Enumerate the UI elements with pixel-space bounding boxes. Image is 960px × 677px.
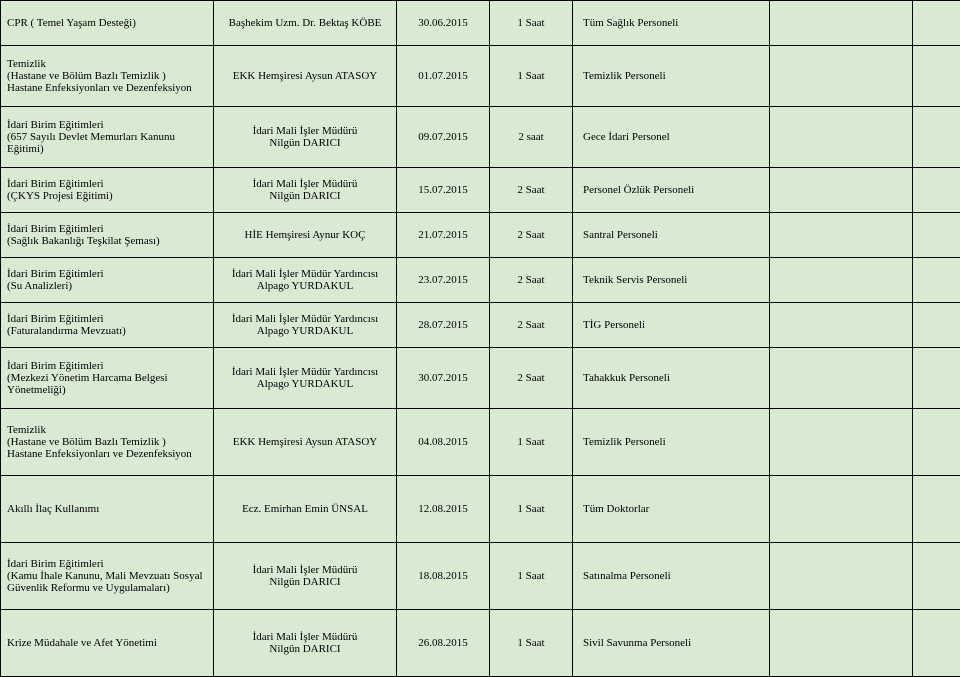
spare-cell bbox=[913, 107, 960, 168]
date-cell: 18.08.2015 bbox=[397, 543, 490, 610]
audience-cell: Teknik Servis Personeli bbox=[573, 258, 770, 303]
audience-cell: Satınalma Personeli bbox=[573, 543, 770, 610]
spare-cell bbox=[770, 46, 913, 107]
spare-cell bbox=[770, 476, 913, 543]
audience-cell: Gece İdari Personel bbox=[573, 107, 770, 168]
instructor-cell: Başhekim Uzm. Dr. Bektaş KÖBE bbox=[214, 1, 397, 46]
date-cell: 09.07.2015 bbox=[397, 107, 490, 168]
description-cell: CPR ( Temel Yaşam Desteği) bbox=[1, 1, 214, 46]
description-cell: İdari Birim Eğitimleri(657 Sayılı Devlet… bbox=[1, 107, 214, 168]
instructor-cell: Ecz. Emirhan Emin ÜNSAL bbox=[214, 476, 397, 543]
description-cell: Temizlik(Hastane ve Bölüm Bazlı Temizlik… bbox=[1, 46, 214, 107]
table-row: İdari Birim Eğitimleri(Faturalandırma Me… bbox=[1, 303, 960, 348]
description-cell: İdari Birim Eğitimleri(ÇKYS Projesi Eğit… bbox=[1, 168, 214, 213]
audience-cell: Tüm Doktorlar bbox=[573, 476, 770, 543]
audience-cell: Temizlik Personeli bbox=[573, 409, 770, 476]
audience-cell: Tüm Sağlık Personeli bbox=[573, 1, 770, 46]
duration-cell: 1 Saat bbox=[490, 1, 573, 46]
spare-cell bbox=[913, 476, 960, 543]
date-cell: 15.07.2015 bbox=[397, 168, 490, 213]
audience-cell: TİG Personeli bbox=[573, 303, 770, 348]
audience-cell: Tahakkuk Personeli bbox=[573, 348, 770, 409]
spare-cell bbox=[770, 107, 913, 168]
instructor-cell: İdari Mali İşler MüdürüNilgün DARICI bbox=[214, 107, 397, 168]
spare-cell bbox=[913, 409, 960, 476]
duration-cell: 1 Saat bbox=[490, 543, 573, 610]
instructor-cell: İdari Mali İşler MüdürüNilgün DARICI bbox=[214, 168, 397, 213]
instructor-cell: EKK Hemşiresi Aysun ATASOY bbox=[214, 46, 397, 107]
spare-cell bbox=[770, 303, 913, 348]
table-row: CPR ( Temel Yaşam Desteği)Başhekim Uzm. … bbox=[1, 1, 960, 46]
description-cell: Temizlik(Hastane ve Bölüm Bazlı Temizlik… bbox=[1, 409, 214, 476]
duration-cell: 2 Saat bbox=[490, 168, 573, 213]
spare-cell bbox=[770, 213, 913, 258]
table-row: Temizlik(Hastane ve Bölüm Bazlı Temizlik… bbox=[1, 46, 960, 107]
table-row: İdari Birim Eğitimleri(Sağlık Bakanlığı … bbox=[1, 213, 960, 258]
instructor-cell: İdari Mali İşler MüdürüNilgün DARICI bbox=[214, 610, 397, 677]
date-cell: 01.07.2015 bbox=[397, 46, 490, 107]
instructor-cell: HİE Hemşiresi Aynur KOÇ bbox=[214, 213, 397, 258]
description-cell: Krize Müdahale ve Afet Yönetimi bbox=[1, 610, 214, 677]
date-cell: 23.07.2015 bbox=[397, 258, 490, 303]
duration-cell: 1 Saat bbox=[490, 409, 573, 476]
date-cell: 28.07.2015 bbox=[397, 303, 490, 348]
duration-cell: 2 Saat bbox=[490, 303, 573, 348]
spare-cell bbox=[913, 168, 960, 213]
duration-cell: 1 Saat bbox=[490, 476, 573, 543]
duration-cell: 1 Saat bbox=[490, 610, 573, 677]
spare-cell bbox=[913, 348, 960, 409]
description-cell: İdari Birim Eğitimleri(Kamu İhale Kanunu… bbox=[1, 543, 214, 610]
table-row: İdari Birim Eğitimleri(ÇKYS Projesi Eğit… bbox=[1, 168, 960, 213]
table-row: Akıllı İlaç KullanımıEcz. Emirhan Emin Ü… bbox=[1, 476, 960, 543]
duration-cell: 2 saat bbox=[490, 107, 573, 168]
audience-cell: Personel Özlük Personeli bbox=[573, 168, 770, 213]
spare-cell bbox=[770, 543, 913, 610]
spare-cell bbox=[913, 46, 960, 107]
description-cell: İdari Birim Eğitimleri(Su Analizleri) bbox=[1, 258, 214, 303]
table-row: İdari Birim Eğitimleri(Mezkezi Yönetim H… bbox=[1, 348, 960, 409]
spare-cell bbox=[913, 303, 960, 348]
spare-cell bbox=[770, 168, 913, 213]
duration-cell: 2 Saat bbox=[490, 258, 573, 303]
spare-cell bbox=[770, 409, 913, 476]
description-cell: Akıllı İlaç Kullanımı bbox=[1, 476, 214, 543]
table-row: İdari Birim Eğitimleri(Kamu İhale Kanunu… bbox=[1, 543, 960, 610]
instructor-cell: EKK Hemşiresi Aysun ATASOY bbox=[214, 409, 397, 476]
date-cell: 30.06.2015 bbox=[397, 1, 490, 46]
spare-cell bbox=[913, 213, 960, 258]
date-cell: 26.08.2015 bbox=[397, 610, 490, 677]
instructor-cell: İdari Mali İşler Müdür YardıncısıAlpago … bbox=[214, 348, 397, 409]
description-cell: İdari Birim Eğitimleri(Sağlık Bakanlığı … bbox=[1, 213, 214, 258]
description-cell: İdari Birim Eğitimleri(Mezkezi Yönetim H… bbox=[1, 348, 214, 409]
spare-cell bbox=[770, 348, 913, 409]
instructor-cell: İdari Mali İşler MüdürüNilgün DARICI bbox=[214, 543, 397, 610]
audience-cell: Temizlik Personeli bbox=[573, 46, 770, 107]
date-cell: 04.08.2015 bbox=[397, 409, 490, 476]
spare-cell bbox=[913, 258, 960, 303]
instructor-cell: İdari Mali İşler Müdür YardıncısıAlpago … bbox=[214, 258, 397, 303]
audience-cell: Sivil Savunma Personeli bbox=[573, 610, 770, 677]
table-row: Temizlik(Hastane ve Bölüm Bazlı Temizlik… bbox=[1, 409, 960, 476]
training-schedule-table: CPR ( Temel Yaşam Desteği)Başhekim Uzm. … bbox=[0, 0, 960, 677]
spare-cell bbox=[913, 543, 960, 610]
date-cell: 21.07.2015 bbox=[397, 213, 490, 258]
table-row: İdari Birim Eğitimleri(Su Analizleri)İda… bbox=[1, 258, 960, 303]
duration-cell: 2 Saat bbox=[490, 348, 573, 409]
spare-cell bbox=[770, 610, 913, 677]
instructor-cell: İdari Mali İşler Müdür YardıncısıAlpago … bbox=[214, 303, 397, 348]
description-cell: İdari Birim Eğitimleri(Faturalandırma Me… bbox=[1, 303, 214, 348]
table-row: Krize Müdahale ve Afet Yönetimiİdari Mal… bbox=[1, 610, 960, 677]
spare-cell bbox=[913, 610, 960, 677]
spare-cell bbox=[770, 258, 913, 303]
date-cell: 12.08.2015 bbox=[397, 476, 490, 543]
spare-cell bbox=[770, 1, 913, 46]
duration-cell: 1 Saat bbox=[490, 46, 573, 107]
spare-cell bbox=[913, 1, 960, 46]
audience-cell: Santral Personeli bbox=[573, 213, 770, 258]
duration-cell: 2 Saat bbox=[490, 213, 573, 258]
date-cell: 30.07.2015 bbox=[397, 348, 490, 409]
table-row: İdari Birim Eğitimleri(657 Sayılı Devlet… bbox=[1, 107, 960, 168]
